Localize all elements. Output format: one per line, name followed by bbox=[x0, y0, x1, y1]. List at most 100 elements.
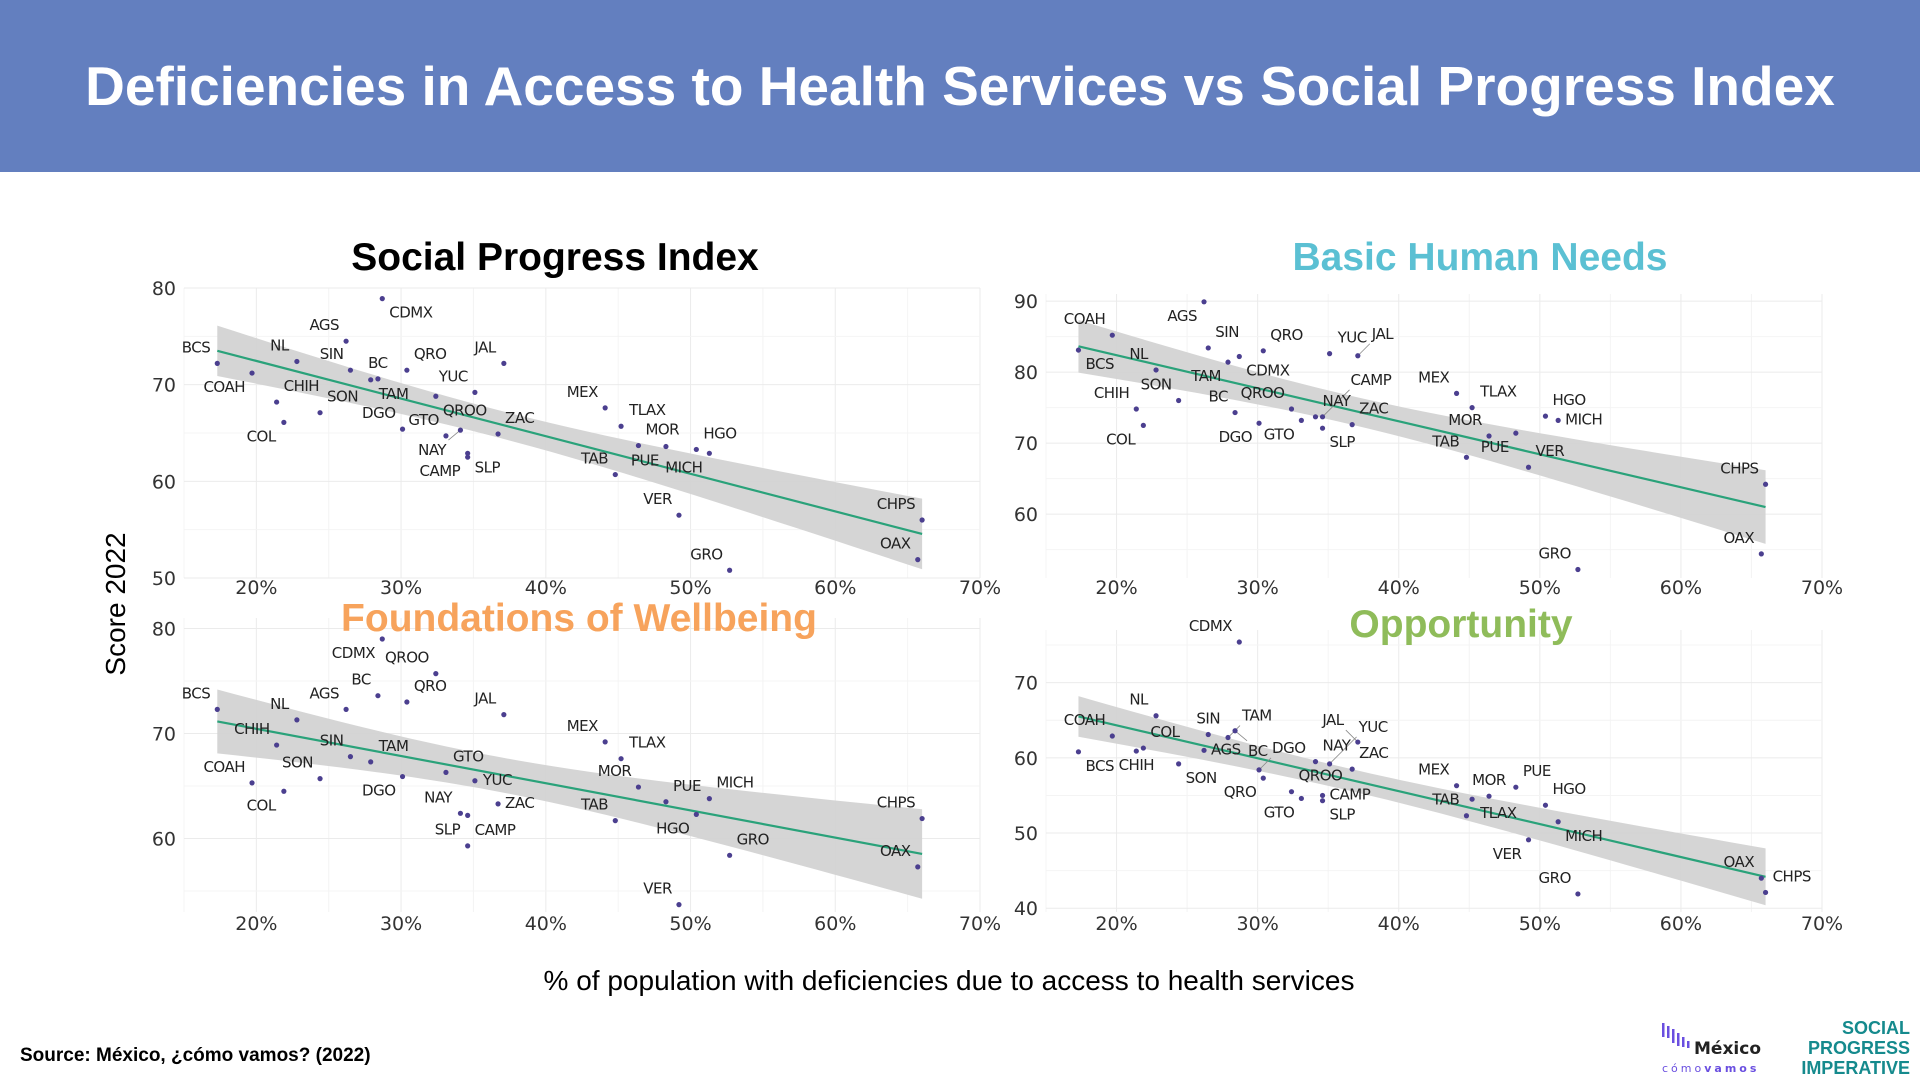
data-point-tlax bbox=[1469, 796, 1475, 802]
data-point-qro bbox=[1260, 775, 1266, 781]
data-point-qroo bbox=[433, 671, 439, 677]
data-point-chps bbox=[919, 517, 925, 523]
x-tick-label: 70% bbox=[1801, 913, 1843, 935]
data-point-zac bbox=[495, 801, 501, 807]
data-point-chps bbox=[1762, 481, 1769, 487]
data-point-tam bbox=[1225, 734, 1231, 741]
data-point-mex bbox=[602, 739, 608, 745]
data-point-son bbox=[1176, 397, 1182, 404]
point-label: CHIH bbox=[284, 377, 319, 395]
point-label: COL bbox=[1106, 430, 1136, 448]
point-label: OAX bbox=[880, 535, 911, 553]
point-label: GTO bbox=[453, 747, 484, 765]
point-label: DGO bbox=[362, 404, 395, 422]
data-point-tab bbox=[612, 471, 618, 478]
x-tick-label: 50% bbox=[669, 577, 711, 599]
data-point-jal bbox=[501, 712, 507, 718]
point-label: VER bbox=[643, 490, 672, 508]
data-point-gto bbox=[443, 769, 449, 775]
fit-line bbox=[217, 720, 923, 856]
data-point-oax bbox=[915, 864, 921, 870]
data-point-son bbox=[317, 410, 323, 416]
x-tick-label: 20% bbox=[1095, 913, 1137, 935]
x-tick-label: 60% bbox=[1660, 913, 1702, 935]
point-label: MOR bbox=[645, 421, 679, 439]
point-label: MICH bbox=[1565, 827, 1602, 845]
point-label: DGO bbox=[362, 782, 395, 800]
data-point-bc bbox=[1232, 409, 1238, 416]
data-point-pue bbox=[1513, 430, 1519, 436]
point-label: JAL bbox=[1321, 711, 1344, 729]
svg-text:México: México bbox=[1694, 1039, 1761, 1059]
chart-title: Social Progress Index bbox=[351, 236, 759, 279]
point-label: SON bbox=[1141, 376, 1172, 394]
point-label: YUC bbox=[438, 367, 468, 385]
point-label: CAMP bbox=[1351, 371, 1392, 389]
data-point-nay bbox=[1312, 414, 1319, 420]
point-label: TLAX bbox=[628, 401, 666, 419]
data-point-qro bbox=[404, 699, 410, 705]
data-point-gto bbox=[1298, 795, 1304, 802]
logo-text: IMPERATIVE bbox=[1801, 1058, 1910, 1078]
x-tick-label: 40% bbox=[1378, 913, 1420, 935]
data-point-ags bbox=[1201, 747, 1207, 753]
data-point-gto bbox=[443, 433, 449, 439]
data-point-nay bbox=[1312, 759, 1319, 765]
point-label: CAMP bbox=[419, 462, 460, 480]
data-point-ver bbox=[676, 902, 682, 908]
point-label: QRO bbox=[1224, 783, 1257, 801]
data-point-col bbox=[281, 788, 287, 794]
data-point-tlax bbox=[618, 423, 624, 429]
label-leader-line bbox=[1357, 343, 1371, 357]
data-point-yuc bbox=[1326, 351, 1333, 357]
y-tick-label: 50 bbox=[1014, 823, 1038, 845]
chart-title: Opportunity bbox=[1349, 603, 1572, 646]
point-label: NAY bbox=[1322, 392, 1351, 410]
point-label: MEX bbox=[567, 717, 598, 735]
chart-panel-3: 20% 30% 40% 50% 60% 70%40506070OpportunityBCS… bbox=[1014, 603, 1843, 935]
data-point-slp bbox=[1319, 425, 1326, 431]
point-label: AGS bbox=[1211, 740, 1241, 758]
data-point-pue bbox=[663, 799, 669, 805]
point-label: AGS bbox=[309, 316, 339, 334]
point-label: GRO bbox=[1539, 869, 1571, 887]
header-banner: Deficiencies in Access to Health Service… bbox=[0, 0, 1920, 172]
data-point-yuc bbox=[1326, 761, 1333, 767]
data-point-jal bbox=[1355, 739, 1361, 745]
x-tick-label: 70% bbox=[1801, 577, 1843, 599]
data-point-ver bbox=[1525, 464, 1532, 470]
data-point-tab bbox=[612, 818, 618, 824]
data-point-chps bbox=[919, 815, 925, 822]
confidence-band bbox=[1078, 320, 1766, 544]
data-point-mich bbox=[706, 450, 712, 456]
point-label: QRO bbox=[414, 345, 447, 363]
data-point-camp bbox=[1319, 414, 1326, 420]
point-label: COL bbox=[247, 427, 277, 445]
point-label: TAM bbox=[378, 737, 409, 755]
point-label: CHPS bbox=[877, 495, 915, 513]
y-tick-label: 50 bbox=[152, 568, 176, 590]
point-label: HGO bbox=[1552, 391, 1585, 409]
point-label: SIN bbox=[320, 732, 344, 750]
data-point-gro bbox=[1575, 566, 1581, 573]
point-label: PUE bbox=[1523, 762, 1551, 780]
fit-line bbox=[217, 349, 923, 536]
point-label: CHIH bbox=[1094, 384, 1129, 402]
data-point-tlax bbox=[1469, 405, 1475, 411]
point-label: GTO bbox=[408, 411, 439, 429]
chart-title: Basic Human Needs bbox=[1293, 236, 1668, 279]
point-label: OAX bbox=[1724, 853, 1755, 871]
point-label: BC bbox=[1248, 742, 1268, 760]
confidence-band bbox=[217, 325, 923, 570]
data-point-cdmx bbox=[379, 296, 385, 302]
data-point-mich bbox=[1555, 417, 1561, 423]
data-point-qro bbox=[1260, 348, 1266, 354]
point-label: NAY bbox=[1322, 737, 1351, 755]
data-point-gro bbox=[727, 852, 733, 858]
point-label: PUE bbox=[1481, 438, 1509, 456]
point-label: COAH bbox=[203, 378, 245, 396]
point-label: BCS bbox=[1085, 757, 1114, 775]
data-point-mor bbox=[1486, 433, 1492, 439]
data-point-chps bbox=[1762, 889, 1769, 896]
data-point-dgo bbox=[1256, 767, 1262, 773]
